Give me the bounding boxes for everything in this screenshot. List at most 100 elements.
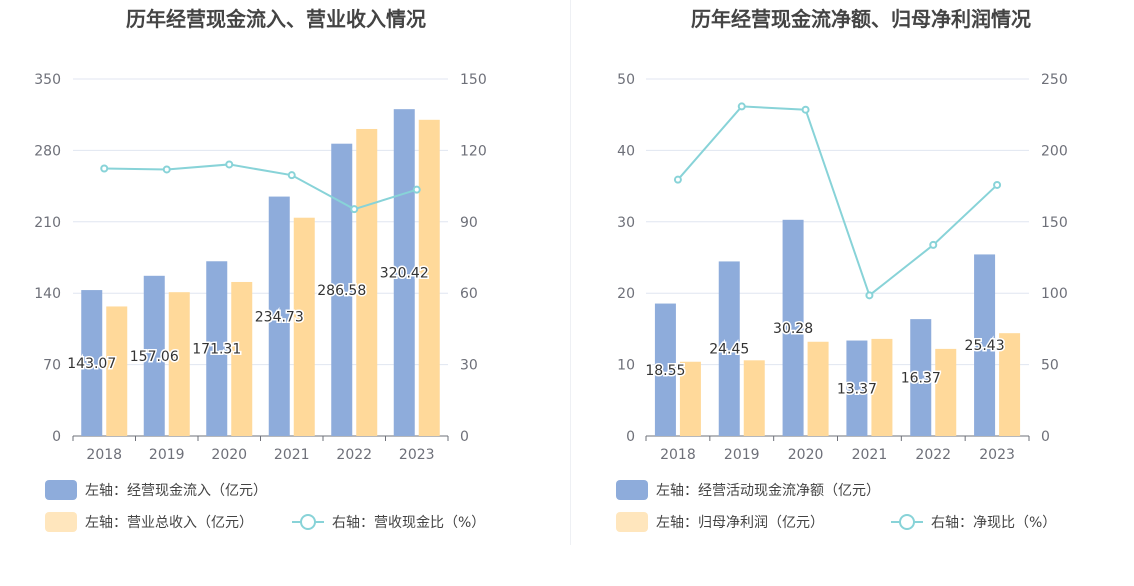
- bar-secondary: [679, 361, 701, 436]
- x-tick-label: 2022: [336, 447, 372, 463]
- y-left-tick-label: 280: [34, 143, 61, 159]
- legend-label-primary: 左轴：经营活动现金流净额（亿元）: [656, 483, 880, 499]
- legend-label-line: 右轴：营收现金比（%）: [332, 515, 485, 531]
- legend-swatch-primary: [616, 480, 648, 500]
- bar-data-label: 157.06: [130, 349, 179, 365]
- y-right-tick-label: 90: [460, 215, 478, 231]
- bar-primary: [782, 219, 804, 436]
- bar-secondary: [807, 341, 829, 436]
- legend-swatch-primary: [45, 480, 77, 500]
- legend-item-line: 右轴：营收现金比（%）: [292, 514, 485, 531]
- y-right-tick-label: 250: [1041, 72, 1068, 88]
- y-right-tick-label: 0: [1041, 429, 1050, 445]
- chart-title: 历年经营现金流净额、归母净利润情况: [691, 7, 1031, 31]
- legend-item-primary: 左轴：经营现金流入（亿元）: [45, 480, 267, 500]
- bar-data-label: 24.45: [709, 342, 749, 358]
- y-right-tick-label: 120: [460, 143, 487, 159]
- bar-data-label: 320.42: [380, 266, 429, 282]
- bar-primary: [206, 261, 228, 436]
- line-point: [673, 175, 682, 184]
- line-point: [225, 160, 234, 169]
- legend-label-line: 右轴：净现比（%）: [931, 515, 1056, 531]
- y-right-tick-label: 50: [1041, 358, 1059, 374]
- bar-secondary: [231, 281, 253, 436]
- bar-primary: [268, 196, 290, 436]
- y-left-tick-label: 350: [34, 72, 61, 88]
- bar-data-label: 16.37: [901, 371, 941, 387]
- panel-divider: [570, 0, 571, 545]
- chart-panel-right: 历年经营现金流净额、归母净利润情况 0 0 10 50 20 100 30 150 40 200 50…: [571, 0, 1134, 582]
- bar-secondary: [293, 217, 315, 436]
- bar-data-label: 13.37: [837, 381, 877, 397]
- bar-secondary: [106, 306, 128, 436]
- bar-primary: [81, 290, 103, 436]
- bar-secondary: [418, 119, 440, 437]
- bar-primary: [718, 261, 740, 436]
- y-right-tick-label: 0: [460, 429, 469, 445]
- legend-item-secondary: 左轴：归母净利润（亿元）: [616, 512, 824, 532]
- bar-secondary: [871, 338, 893, 436]
- line-point: [350, 205, 359, 214]
- line-point: [737, 102, 746, 111]
- y-left-tick-label: 10: [617, 358, 635, 374]
- x-tick-label: 2018: [660, 447, 696, 463]
- legend-label-secondary: 左轴：归母净利润（亿元）: [656, 514, 824, 531]
- legend-item-line: 右轴：净现比（%）: [891, 514, 1056, 531]
- chart-right: 历年经营现金流净额、归母净利润情况 0 0 10 50 20 100 30 150 40 200 50…: [616, 7, 1068, 532]
- legend-label-primary: 左轴：经营现金流入（亿元）: [85, 483, 267, 499]
- bar-primary: [974, 254, 996, 436]
- bar-primary: [654, 303, 676, 436]
- legend-swatch-secondary: [45, 512, 77, 532]
- line-point: [287, 171, 296, 180]
- bar-primary: [143, 275, 165, 436]
- y-right-tick-label: 100: [1041, 286, 1068, 302]
- line-series: [677, 105, 998, 298]
- legend-item-primary: 左轴：经营活动现金流净额（亿元）: [616, 480, 880, 500]
- bar-secondary: [168, 292, 190, 436]
- bar-data-label: 25.43: [965, 338, 1005, 354]
- y-left-tick-label: 140: [34, 286, 61, 302]
- y-left-tick-label: 50: [617, 72, 635, 88]
- bar-secondary: [743, 360, 765, 436]
- y-right-tick-label: 30: [460, 358, 478, 374]
- bar-primary: [393, 109, 415, 436]
- y-right-tick-label: 150: [460, 72, 487, 88]
- x-tick-label: 2022: [915, 447, 951, 463]
- x-tick-label: 2023: [399, 447, 435, 463]
- x-tick-label: 2018: [86, 447, 122, 463]
- bar-secondary: [935, 348, 957, 436]
- y-left-tick-label: 40: [617, 143, 635, 159]
- y-left-tick-label: 70: [43, 358, 61, 374]
- x-tick-label: 2021: [274, 447, 310, 463]
- bar-secondary: [356, 128, 378, 437]
- legend-label-secondary: 左轴：营业总收入（亿元）: [85, 515, 253, 531]
- bar-data-label: 30.28: [773, 321, 813, 337]
- x-tick-label: 2020: [211, 447, 247, 463]
- line-point: [162, 165, 171, 174]
- x-tick-label: 2019: [724, 447, 760, 463]
- line-point: [412, 185, 421, 194]
- x-tick-label: 2023: [979, 447, 1015, 463]
- x-tick-label: 2020: [788, 447, 824, 463]
- bar-data-label: 18.55: [645, 363, 685, 379]
- line-point: [993, 180, 1002, 189]
- y-right-tick-label: 200: [1041, 143, 1068, 159]
- bar-primary: [331, 143, 353, 436]
- bar-data-label: 143.07: [67, 356, 116, 372]
- line-point: [865, 291, 874, 300]
- legend-swatch-line-marker: [899, 514, 915, 530]
- y-left-tick-label: 20: [617, 286, 635, 302]
- y-right-tick-label: 60: [460, 286, 478, 302]
- bar-primary: [910, 319, 932, 436]
- bar-primary: [846, 340, 868, 436]
- x-tick-label: 2021: [852, 447, 888, 463]
- legend-swatch-secondary: [616, 512, 648, 532]
- y-left-tick-label: 210: [34, 215, 61, 231]
- line-point: [929, 240, 938, 249]
- line-point: [100, 164, 109, 173]
- chart-panel-left: 历年经营现金流入、营业收入情况 0 0 70 30 140 60 210 90 280 120 350…: [0, 0, 570, 582]
- legend-item-secondary: 左轴：营业总收入（亿元）: [45, 512, 253, 532]
- y-left-tick-label: 0: [626, 429, 635, 445]
- chart-title: 历年经营现金流入、营业收入情况: [126, 7, 426, 31]
- bar-data-label: 286.58: [317, 283, 366, 299]
